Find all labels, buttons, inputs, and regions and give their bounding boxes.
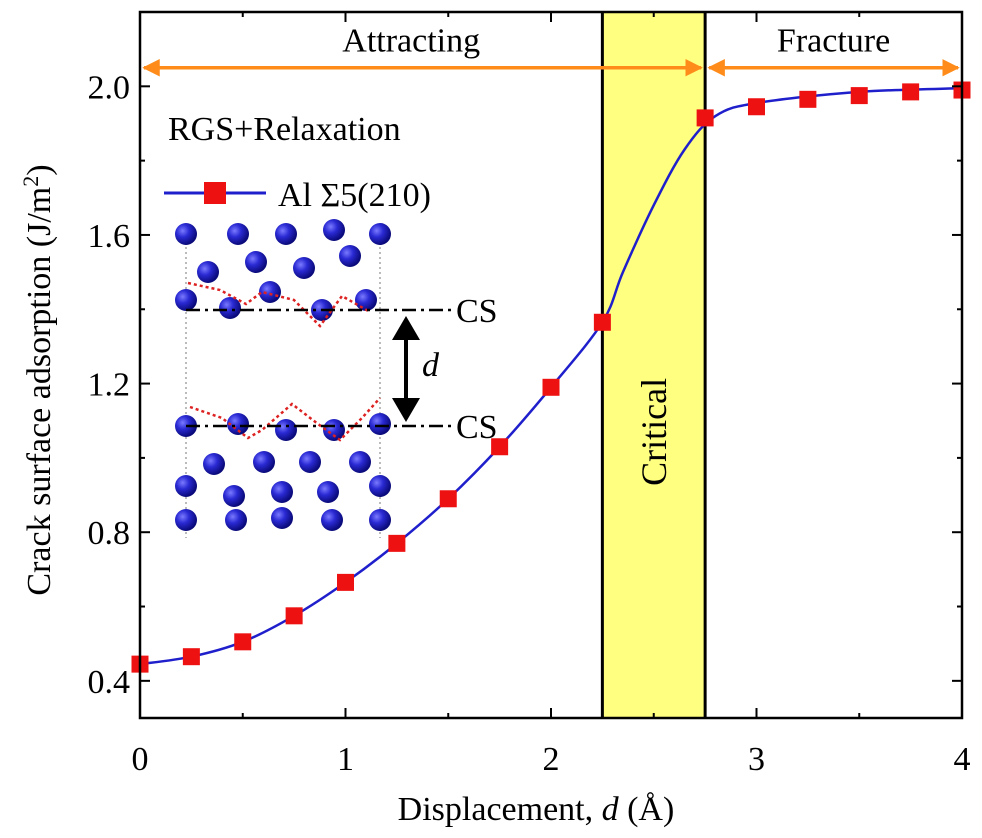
- cs-label-bottom: CS: [456, 409, 498, 446]
- critical-band: [602, 12, 706, 718]
- legend-marker: [204, 182, 226, 204]
- atom: [175, 289, 197, 311]
- atom: [197, 261, 219, 283]
- atom: [253, 451, 275, 473]
- region-label: Attracting: [342, 23, 480, 60]
- x-axis-label: Displacement, d (Å): [398, 791, 675, 828]
- atom: [323, 219, 345, 241]
- bottom-interface: [189, 397, 381, 442]
- series-line: [139, 86, 963, 666]
- top-interface: [187, 281, 371, 328]
- atom: [339, 245, 361, 267]
- atom: [299, 451, 321, 473]
- atom: [245, 251, 267, 273]
- data-point: [285, 607, 303, 625]
- atom: [225, 509, 247, 531]
- atom: [369, 509, 391, 531]
- atom: [271, 507, 293, 529]
- y-tick-label: 1.6: [88, 218, 131, 255]
- atomic-structure-inset: CS CS d: [175, 219, 498, 538]
- data-point: [902, 83, 920, 101]
- data-point: [439, 490, 457, 508]
- data-point: [388, 534, 406, 552]
- atom: [275, 419, 297, 441]
- method-label: RGS+Relaxation: [168, 111, 401, 148]
- marker-layer: [131, 81, 971, 673]
- data-point: [799, 90, 817, 108]
- data-point: [491, 438, 509, 456]
- y-tick-label: 0.8: [88, 515, 131, 552]
- atom: [369, 223, 391, 245]
- critical-region-layer: Critical: [600, 12, 707, 718]
- atom: [227, 223, 249, 245]
- data-point: [337, 573, 354, 591]
- legend: Al Σ5(210): [164, 177, 431, 214]
- x-tick-label: 4: [954, 741, 971, 778]
- atom: [271, 481, 293, 503]
- y-tick-label: 0.4: [88, 664, 131, 701]
- atom: [323, 419, 345, 441]
- data-point: [234, 633, 252, 651]
- data-point: [696, 109, 714, 127]
- atom: [355, 289, 377, 311]
- x-tick-label: 1: [337, 741, 354, 778]
- d-arrow-head-up: [392, 316, 420, 340]
- legend-label: Al Σ5(210): [278, 177, 431, 214]
- y-tick-label: 1.2: [88, 367, 131, 404]
- atom: [259, 281, 281, 303]
- atom: [227, 413, 249, 435]
- d-label: d: [422, 347, 440, 384]
- region-label: Fracture: [777, 23, 890, 60]
- y-axis-label: Crack surface adsorption (J/m2): [18, 164, 58, 595]
- atom: [349, 451, 371, 473]
- y-tick-label: 2.0: [88, 69, 131, 106]
- atom: [219, 297, 241, 319]
- x-tick-label: 0: [132, 741, 149, 778]
- d-arrow-head-down: [392, 398, 420, 422]
- atom: [317, 481, 339, 503]
- data-point: [593, 313, 611, 331]
- atom: [369, 475, 391, 497]
- cs-label-top: CS: [456, 293, 498, 330]
- data-point: [850, 87, 868, 105]
- x-tick-label: 3: [748, 741, 765, 778]
- atom: [293, 257, 315, 279]
- atom: [203, 453, 225, 475]
- region-arrows: Attracting Fracture: [142, 23, 960, 77]
- atom: [175, 223, 197, 245]
- atom: [175, 475, 197, 497]
- data-point: [182, 648, 200, 666]
- atom: [223, 485, 245, 507]
- atom: [321, 509, 343, 531]
- data-point: [542, 378, 560, 396]
- atom: [369, 413, 391, 435]
- data-point: [748, 98, 765, 116]
- x-tick-label: 2: [543, 741, 560, 778]
- atom: [175, 509, 197, 531]
- axis-ticks: 0 1 2 3 4 0.4 0.8 1.2 1.6 2.0: [88, 11, 971, 778]
- critical-label: Critical: [634, 378, 674, 486]
- atom: [275, 223, 297, 245]
- curve-layer: [139, 86, 963, 666]
